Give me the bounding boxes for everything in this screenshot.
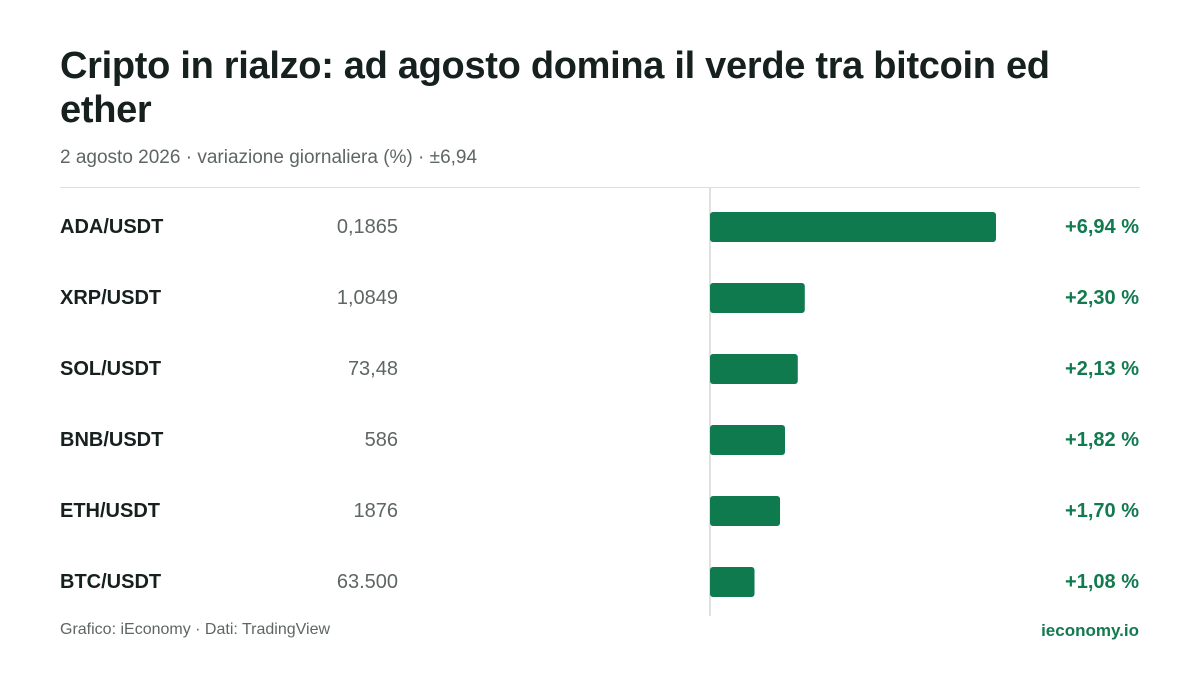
ticker-label: ETH/USDT xyxy=(60,500,160,522)
ticker-label: BNB/USDT xyxy=(60,429,163,451)
bar xyxy=(710,567,755,597)
chart-subtitle: 2 agosto 2026 · variazione giornaliera (… xyxy=(60,147,478,168)
brand-link[interactable]: ieconomy.io xyxy=(1041,621,1139,640)
bar-chart: ADA/USDT 0,1865 +6,94 % XRP/USDT 1,0849 +2,30… xyxy=(60,188,1139,616)
change-label: +6,94 % xyxy=(1065,216,1139,238)
ticker-label: XRP/USDT xyxy=(60,287,161,309)
bar xyxy=(710,283,805,313)
header-divider xyxy=(60,187,1140,188)
ticker-label: ADA/USDT xyxy=(60,216,163,238)
change-label: +2,13 % xyxy=(1065,358,1139,380)
bar xyxy=(710,496,781,526)
ticker-label: BTC/USDT xyxy=(60,571,161,593)
change-label: +2,30 % xyxy=(1065,287,1139,309)
source-credit: Grafico: iEconomy · Dati: TradingView xyxy=(60,621,331,638)
bar xyxy=(710,354,798,384)
price-label: 63.500 xyxy=(337,571,398,593)
bar xyxy=(710,425,786,455)
ticker-label: SOL/USDT xyxy=(60,358,161,380)
price-label: 1876 xyxy=(354,500,399,522)
bar xyxy=(710,212,996,242)
chart-title: Cripto in rialzo: ad agosto domina il ve… xyxy=(60,45,1050,131)
change-label: +1,82 % xyxy=(1065,429,1139,451)
change-label: +1,08 % xyxy=(1065,571,1139,593)
price-label: 0,1865 xyxy=(337,216,398,238)
price-label: 1,0849 xyxy=(337,287,398,309)
price-label: 73,48 xyxy=(348,358,398,380)
change-label: +1,70 % xyxy=(1065,500,1139,522)
price-label: 586 xyxy=(365,429,398,451)
